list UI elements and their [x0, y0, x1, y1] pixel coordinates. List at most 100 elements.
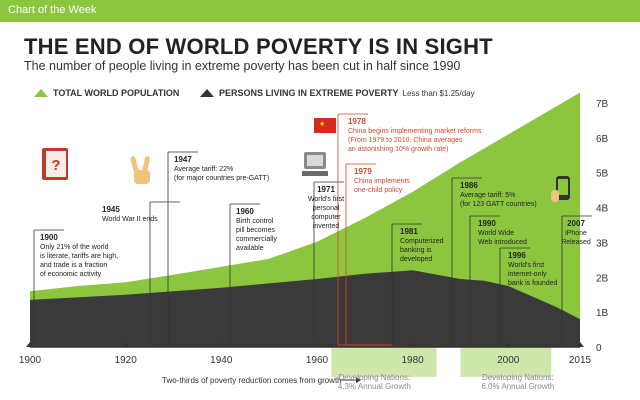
y-tick-label: 2B	[596, 273, 609, 284]
x-tick-label: 1980	[401, 355, 424, 366]
y-tick-label: 1B	[596, 308, 609, 319]
event-text-1986: (for 123 GATT countries)	[460, 201, 537, 208]
event-leader-1981	[391, 224, 418, 346]
svg-text:★: ★	[319, 120, 325, 128]
event-text-1996: internet-only	[508, 271, 547, 278]
event-year-1990: 1990	[478, 219, 496, 228]
event-text-1978: (From 1979 to 2010, China averages	[348, 137, 463, 144]
event-text-1979: one-child policy	[354, 187, 403, 194]
event-text-2007: iPhone	[565, 230, 587, 237]
event-leader-1986	[441, 178, 453, 346]
growth-band-2	[460, 347, 552, 377]
phone-icon	[551, 176, 570, 202]
event-year-1979: 1979	[354, 167, 372, 176]
event-text-1981: Computerized	[400, 238, 444, 245]
event-text-1900: and trade is a fraction	[40, 262, 107, 269]
event-year-1945: 1945	[102, 205, 120, 214]
event-year-1947: 1947	[174, 155, 192, 164]
legend-poverty-note: Less than $1.25/day	[402, 89, 475, 98]
y-tick-label: 4B	[596, 204, 609, 215]
event-text-1986: Average tariff: 5%	[460, 192, 515, 199]
poverty-triangle-icon	[200, 89, 214, 97]
event-text-1971: computer	[311, 214, 341, 221]
x-tick-label: 2000	[497, 355, 520, 366]
event-text-1971: personal	[313, 205, 340, 212]
event-year-1971: 1971	[317, 185, 335, 194]
event-text-1900: of economic activity	[40, 271, 102, 278]
book-icon: ?	[42, 148, 68, 180]
header-bar: Chart of the Week	[0, 0, 640, 22]
growth-label-1: Developing Nations:	[339, 373, 411, 382]
x-tick-label: 1960	[306, 355, 329, 366]
y-tick-label: 7B	[596, 99, 609, 110]
growth-value-2: 6.0% Annual Growth	[481, 382, 554, 391]
event-leader-1979	[345, 164, 408, 346]
poverty-area	[30, 270, 580, 347]
event-text-1960: commercially	[236, 236, 277, 243]
event-year-1981: 1981	[400, 227, 418, 236]
event-leader-1960	[229, 204, 317, 346]
event-text-1945: World War II ends	[102, 216, 158, 223]
x-tick-mark	[408, 342, 417, 347]
event-leader-1996	[489, 248, 501, 346]
event-text-1960: pill becomes	[236, 227, 275, 234]
event-text-1947: Average tariff: 22%	[174, 166, 233, 173]
chart-title: THE END OF WORLD POVERTY IS IN SIGHT	[24, 34, 493, 59]
event-text-1981: developed	[400, 256, 432, 263]
event-leader-1990	[460, 216, 471, 346]
event-text-1990: World Wide	[478, 230, 514, 237]
event-text-1900: Only 21% of the world	[40, 244, 109, 251]
y-tick-label: 0	[596, 343, 602, 354]
event-year-1960: 1960	[236, 207, 254, 216]
x-tick-label: 1920	[115, 355, 138, 366]
growth-band-1	[331, 347, 437, 377]
x-tick-label: 1900	[19, 355, 42, 366]
event-leader-1947	[167, 152, 255, 346]
x-tick-label: 1940	[210, 355, 233, 366]
legend-population: TOTAL WORLD POPULATION	[34, 88, 179, 98]
event-year-1900: 1900	[40, 233, 58, 242]
growth-value-1: 4.3% Annual Growth	[338, 382, 411, 391]
y-tick-label: 5B	[596, 169, 609, 180]
x-tick-mark	[121, 342, 130, 347]
header-label: Chart of the Week	[8, 4, 97, 16]
x-tick-label: 2015	[569, 355, 592, 366]
growth-label-2: Developing Nations:	[482, 373, 554, 382]
x-tick-mark	[576, 342, 584, 347]
event-text-1990: Web introduced	[478, 239, 527, 246]
event-leader-2007	[541, 216, 563, 346]
event-text-1947: (for major countries pre-GATT)	[174, 175, 269, 182]
y-tick-label: 6B	[596, 134, 609, 145]
peace-hand-icon	[130, 156, 150, 184]
x-tick-mark	[312, 342, 321, 347]
event-text-1971: invented	[313, 223, 340, 230]
event-year-1978: 1978	[348, 117, 366, 126]
event-text-2007: Released	[561, 239, 591, 246]
event-text-1996: World's first	[508, 262, 544, 269]
event-text-1996: bank is founded	[508, 280, 558, 287]
x-tick-mark	[217, 342, 226, 347]
china-flag-icon: ★	[314, 118, 336, 133]
svg-text:?: ?	[51, 157, 60, 174]
legend-poverty: PERSONS LIVING IN EXTREME POVERTY Less th…	[200, 88, 475, 98]
computer-icon	[302, 152, 328, 176]
event-text-1979: China implements	[354, 178, 411, 185]
y-tick-label: 3B	[596, 238, 609, 249]
event-year-2007: 2007	[567, 219, 585, 228]
chart-subtitle: The number of people living in extreme p…	[24, 59, 461, 73]
event-text-1978: an astonishing 10% growth rate)	[348, 146, 448, 153]
footer-note: Two-thirds of poverty reduction comes fr…	[162, 376, 342, 385]
legend-poverty-label: PERSONS LIVING IN EXTREME POVERTY	[219, 88, 399, 98]
event-year-1996: 1996	[508, 251, 526, 260]
event-text-1960: Birth control	[236, 218, 274, 225]
event-text-1900: is literate, tariffs are high,	[40, 253, 118, 260]
event-year-1986: 1986	[460, 181, 478, 190]
event-text-1981: banking is	[400, 247, 432, 254]
event-text-1978: China begins implementing market reforms	[348, 128, 482, 135]
legend-population-label: TOTAL WORLD POPULATION	[53, 88, 180, 98]
population-triangle-icon	[34, 89, 48, 97]
event-text-1971: World's first	[308, 196, 344, 203]
x-tick-mark	[504, 342, 513, 347]
x-tick-mark	[26, 342, 34, 347]
